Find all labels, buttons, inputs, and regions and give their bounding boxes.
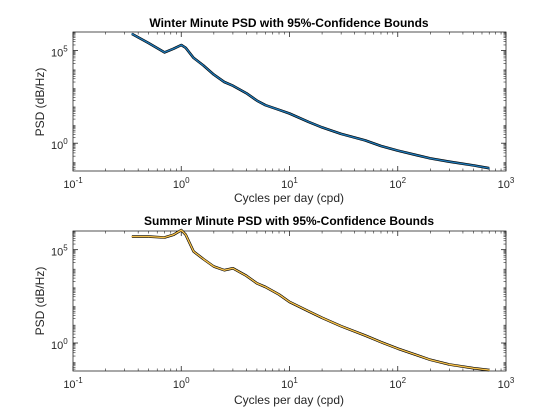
- psd-data-point: [448, 161, 450, 163]
- psd-data-point: [256, 100, 258, 102]
- psd-data-point: [278, 109, 280, 111]
- psd-data-point: [364, 334, 366, 337]
- psd-data-point: [488, 167, 490, 169]
- psd-data-point: [180, 229, 182, 231]
- psd-data-point: [264, 286, 267, 288]
- psd-data-point: [308, 310, 310, 312]
- x-tick-label: 102: [389, 176, 406, 191]
- psd-data-point: [397, 348, 399, 350]
- x-tick-label: 103: [498, 376, 515, 391]
- psd-data-point: [213, 74, 215, 76]
- x-tick-label: 10-1: [63, 176, 83, 191]
- psd-data-point: [148, 42, 150, 44]
- psd-data-point: [288, 112, 291, 115]
- psd-data-point: [185, 234, 187, 236]
- psd-data-point: [232, 85, 234, 87]
- y-tick-label: 100: [51, 137, 68, 152]
- psd-data-point: [472, 367, 474, 369]
- psd-data-point: [278, 293, 280, 296]
- x-tick-label: 102: [389, 376, 406, 391]
- psd-data-point: [223, 269, 225, 271]
- psd-data-point: [131, 33, 133, 35]
- chart-title: Winter Minute PSD with 95%-Confidence Bo…: [149, 16, 429, 30]
- plot-area: [72, 31, 507, 172]
- x-tick-label: 100: [173, 376, 190, 391]
- y-tick-label: 105: [51, 244, 68, 259]
- x-tick-label: 100: [173, 176, 190, 191]
- psd-data-point: [397, 150, 399, 152]
- psd-data-point: [472, 164, 474, 166]
- y-tick-label: 100: [51, 337, 68, 352]
- psd-data-point: [416, 354, 418, 356]
- psd-data-point: [429, 359, 431, 361]
- y-tick-label: 105: [51, 45, 68, 60]
- psd-data-point: [264, 104, 267, 106]
- psd-data-point: [131, 236, 133, 238]
- x-axis-label: Cycles per day (cpd): [234, 393, 344, 407]
- psd-data-point: [380, 341, 382, 343]
- psd-data-point: [223, 81, 225, 83]
- x-tick-label: 101: [281, 376, 298, 391]
- psd-data-point: [321, 126, 323, 128]
- psd-data-point: [202, 258, 204, 260]
- psd-data-point: [256, 282, 258, 284]
- x-axis-label: Cycles per day (cpd): [234, 191, 344, 205]
- psd-data-point: [163, 236, 166, 239]
- y-axis-label: PSD (dB/Hz): [33, 68, 47, 137]
- psd-data-point: [321, 317, 323, 319]
- psd-data-point: [148, 236, 150, 238]
- psd-data-point: [232, 267, 234, 269]
- psd-data-point: [245, 275, 247, 277]
- psd-data-point: [245, 92, 247, 94]
- psd-data-point: [488, 369, 490, 371]
- psd-data-point: [380, 145, 382, 147]
- psd-data-point: [416, 154, 418, 156]
- psd-data-point: [340, 325, 342, 327]
- psd-data-point: [213, 265, 215, 268]
- winter-psd-chart: Winter Minute PSD with 95%-Confidence Bo…: [33, 16, 515, 205]
- psd-data-point: [448, 363, 450, 366]
- psd-data-point: [173, 234, 175, 236]
- x-tick-label: 101: [281, 176, 298, 191]
- psd-data-point: [429, 157, 431, 159]
- psd-data-point: [193, 57, 195, 59]
- y-axis-label: PSD (dB/Hz): [33, 267, 47, 336]
- psd-data-point: [202, 64, 204, 66]
- psd-data-point: [163, 51, 166, 54]
- chart-title: Summer Minute PSD with 95%-Confidence Bo…: [144, 214, 434, 228]
- x-tick-label: 103: [498, 176, 515, 191]
- psd-data-point: [173, 48, 175, 50]
- psd-data-point: [364, 139, 366, 141]
- psd-data-point: [288, 301, 291, 303]
- psd-data-point: [340, 133, 342, 135]
- x-tick-label: 10-1: [63, 376, 83, 391]
- summer-psd-chart: Summer Minute PSD with 95%-Confidence Bo…: [33, 214, 515, 407]
- psd-data-point: [308, 121, 310, 123]
- psd-data-point: [180, 44, 182, 46]
- psd-data-point: [185, 47, 187, 49]
- psd-data-point: [193, 250, 195, 253]
